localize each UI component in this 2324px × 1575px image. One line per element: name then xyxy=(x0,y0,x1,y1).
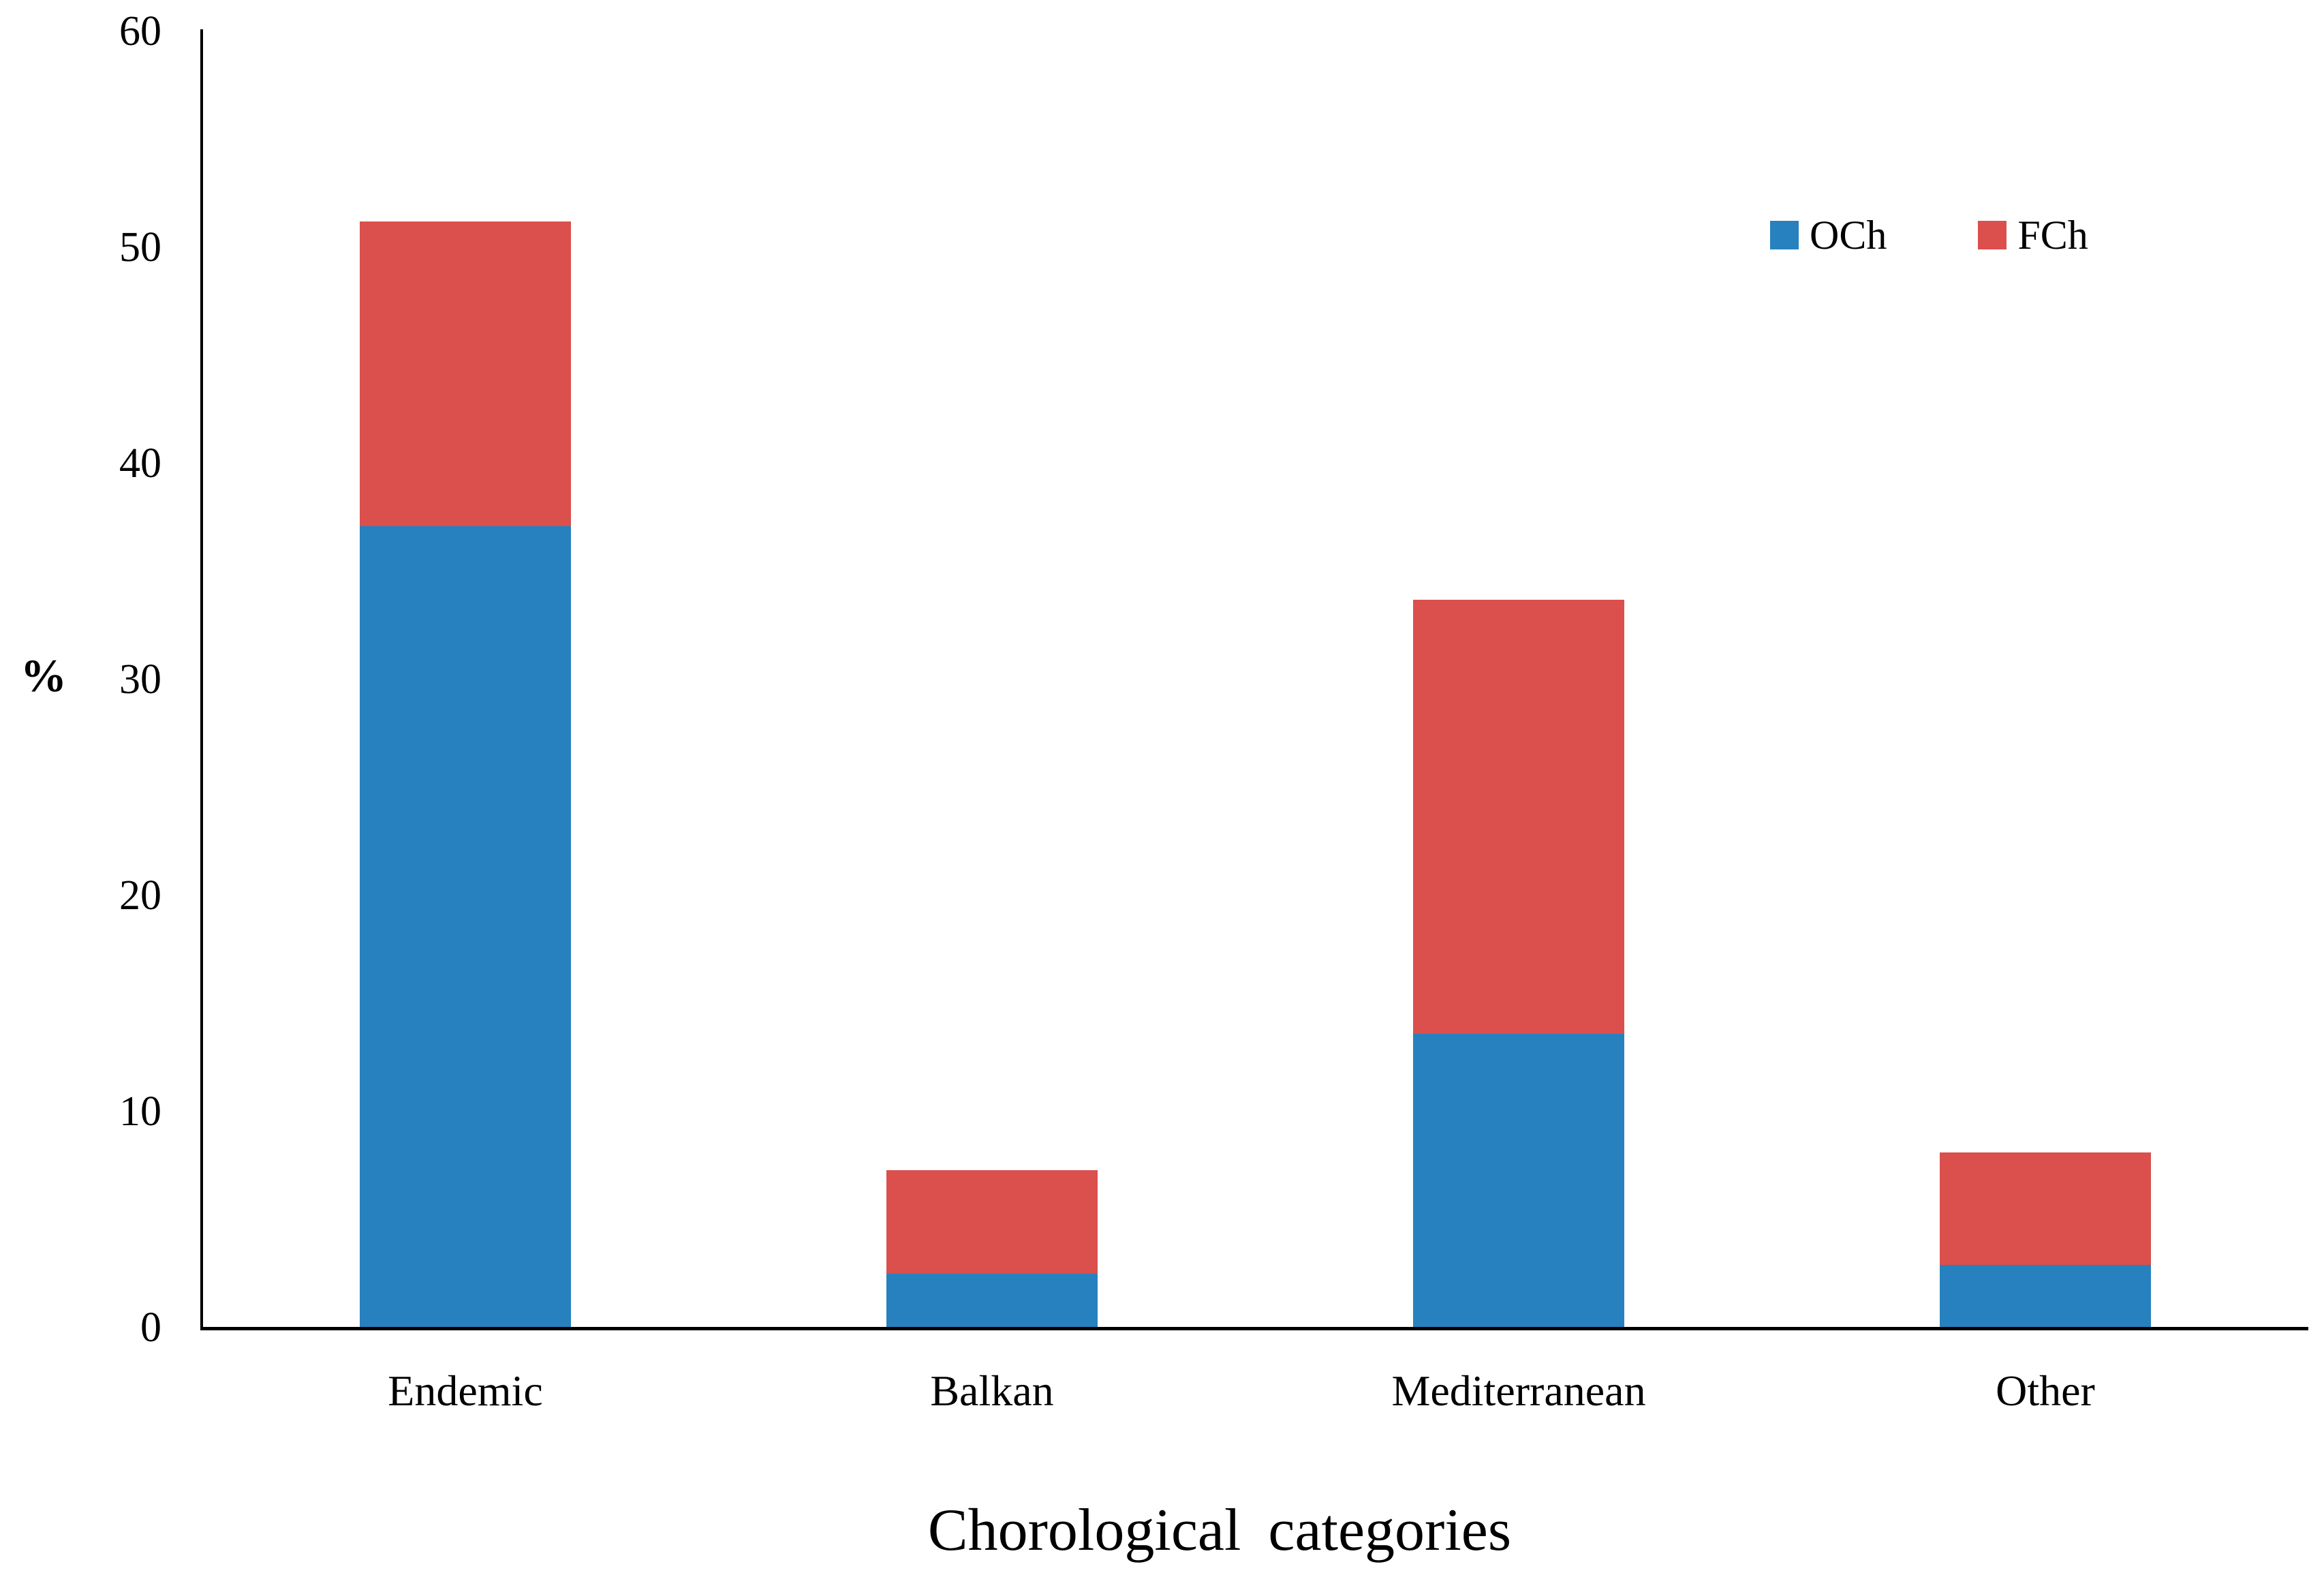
y-tick-label-40: 40 xyxy=(119,440,161,487)
legend-item-och: OCh xyxy=(1770,213,1887,258)
bar-segment-balkan-och xyxy=(886,1274,1098,1328)
bar-segment-balkan-fch xyxy=(886,1170,1098,1274)
category-label-balkan: Balkan xyxy=(930,1366,1054,1415)
y-axis-title: % xyxy=(20,649,67,701)
x-axis-title: Chorological categories xyxy=(927,1497,1512,1563)
legend-label-fch: FCh xyxy=(2017,213,2088,258)
y-tick-label-10: 10 xyxy=(119,1088,161,1135)
bar-segment-mediterranean-och xyxy=(1413,1034,1624,1328)
category-label-mediterranean: Mediterranean xyxy=(1391,1366,1646,1415)
legend-label-och: OCh xyxy=(1810,213,1887,258)
bar-segment-endemic-och xyxy=(360,526,571,1328)
y-tick-label-60: 60 xyxy=(119,8,161,55)
bar-segment-endemic-fch xyxy=(360,221,571,526)
y-axis-line xyxy=(200,29,203,1330)
legend-swatch-fch xyxy=(1978,221,2007,249)
y-tick-label-0: 0 xyxy=(140,1304,161,1351)
category-label-endemic: Endemic xyxy=(388,1366,543,1415)
legend-swatch-och xyxy=(1770,221,1799,249)
bar-segment-mediterranean-fch xyxy=(1413,600,1624,1034)
y-tick-label-30: 30 xyxy=(119,656,161,703)
y-tick-label-50: 50 xyxy=(119,224,161,271)
category-label-other: Other xyxy=(1996,1366,2095,1415)
legend-item-fch: FCh xyxy=(1978,213,2088,258)
y-tick-label-20: 20 xyxy=(119,872,161,919)
x-axis-line xyxy=(200,1327,2308,1330)
bar-segment-other-fch xyxy=(1940,1152,2151,1265)
bar-segment-other-och xyxy=(1940,1265,2151,1328)
legend: OCh FCh xyxy=(1770,213,2088,258)
